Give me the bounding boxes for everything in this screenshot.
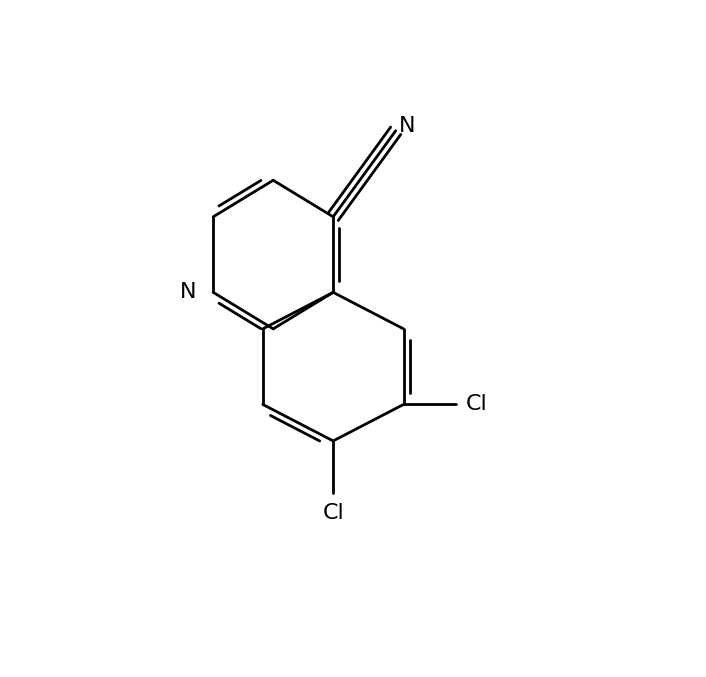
- Text: N: N: [399, 116, 415, 135]
- Text: Cl: Cl: [466, 395, 488, 414]
- Text: N: N: [180, 282, 196, 303]
- Text: Cl: Cl: [322, 504, 344, 523]
